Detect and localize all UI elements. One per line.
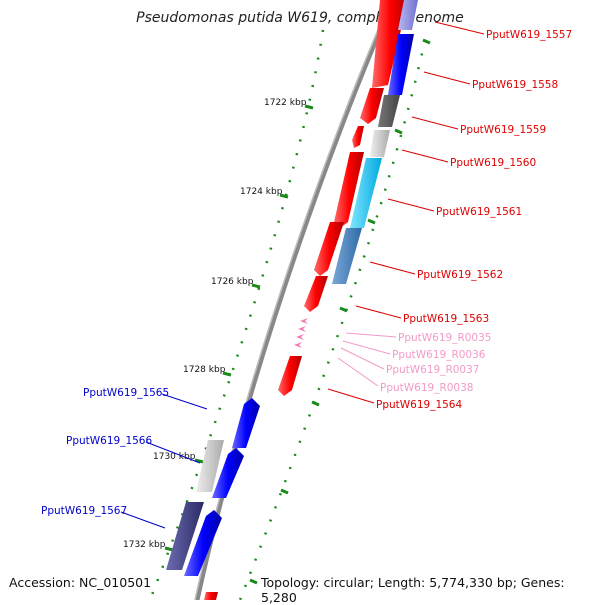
gene-label-PputW619_1562[interactable]: PputW619_1562 xyxy=(417,269,503,281)
gene-label-PputW619_R0036[interactable]: PputW619_R0036 xyxy=(392,349,486,361)
trna-feature[interactable] xyxy=(296,334,304,340)
gene-feature[interactable] xyxy=(352,126,364,148)
trna-feature[interactable] xyxy=(294,342,302,348)
trna-feature[interactable] xyxy=(300,318,308,324)
topology-text: Topology: circular; Length: 5,774,330 bp… xyxy=(261,575,565,605)
accession-text: Accession: NC_010501 xyxy=(9,575,152,590)
scale-label-1724: 1724 kbp xyxy=(240,187,283,197)
scale-label-1722: 1722 kbp xyxy=(264,98,307,108)
gene-feature[interactable] xyxy=(372,0,408,88)
gene-label-PputW619_1561[interactable]: PputW619_1561 xyxy=(436,206,522,218)
scale-label-1726: 1726 kbp xyxy=(211,277,254,287)
gene-label-PputW619_1560[interactable]: PputW619_1560 xyxy=(450,157,536,169)
gene-feature[interactable] xyxy=(398,0,418,30)
right-labels: PputW619_1557 PputW619_1558 PputW619_155… xyxy=(327,21,572,411)
gene-label-PputW619_1559[interactable]: PputW619_1559 xyxy=(460,124,546,136)
gene-label-PputW619_1566[interactable]: PputW619_1566 xyxy=(66,435,152,447)
gene-label-PputW619_R0037[interactable]: PputW619_R0037 xyxy=(386,364,479,376)
scale-label-1728: 1728 kbp xyxy=(183,365,226,375)
gene-feature[interactable] xyxy=(370,130,390,157)
gene-label-PputW619_1567[interactable]: PputW619_1567 xyxy=(41,505,127,517)
trna-feature[interactable] xyxy=(298,326,306,332)
gene-label-PputW619_1563[interactable]: PputW619_1563 xyxy=(403,313,489,325)
gene-feature[interactable] xyxy=(278,356,302,396)
gene-label-PputW619_R0035[interactable]: PputW619_R0035 xyxy=(398,332,491,344)
gene-feature[interactable] xyxy=(184,510,222,576)
gene-feature[interactable] xyxy=(212,448,244,498)
function-track xyxy=(332,0,418,284)
gene-feature[interactable] xyxy=(232,398,260,448)
scale-arc-outer xyxy=(148,29,325,600)
scale-ticks xyxy=(164,38,431,585)
genome-backbone-highlight xyxy=(194,0,392,600)
gene-feature[interactable] xyxy=(350,158,382,228)
left-labels: PputW619_1565 PputW619_1566 PputW619_156… xyxy=(41,387,208,529)
scale-label-1732: 1732 kbp xyxy=(123,540,166,550)
scale-label-1730: 1730 kbp xyxy=(153,452,196,462)
gene-feature[interactable] xyxy=(332,228,362,284)
gene-feature[interactable] xyxy=(334,152,364,228)
gene-label-PputW619_1558[interactable]: PputW619_1558 xyxy=(472,79,558,91)
gene-feature[interactable] xyxy=(314,222,344,276)
gene-feature[interactable] xyxy=(204,592,218,600)
gene-feature[interactable] xyxy=(304,276,328,312)
gene-label-PputW619_1564[interactable]: PputW619_1564 xyxy=(376,399,462,411)
gene-feature[interactable] xyxy=(196,440,224,492)
gene-label-PputW619_1557[interactable]: PputW619_1557 xyxy=(486,29,572,41)
gene-feature[interactable] xyxy=(378,95,400,127)
gene-feature[interactable] xyxy=(388,34,414,95)
gene-label-PputW619_R0038[interactable]: PputW619_R0038 xyxy=(380,382,473,394)
gene-label-PputW619_1565[interactable]: PputW619_1565 xyxy=(83,387,169,399)
reverse-track xyxy=(166,398,260,576)
scale-arc-inner xyxy=(238,39,427,600)
forward-track xyxy=(204,0,408,600)
genome-backbone xyxy=(194,0,396,600)
gene-feature[interactable] xyxy=(166,502,204,570)
gene-feature[interactable] xyxy=(360,88,384,124)
